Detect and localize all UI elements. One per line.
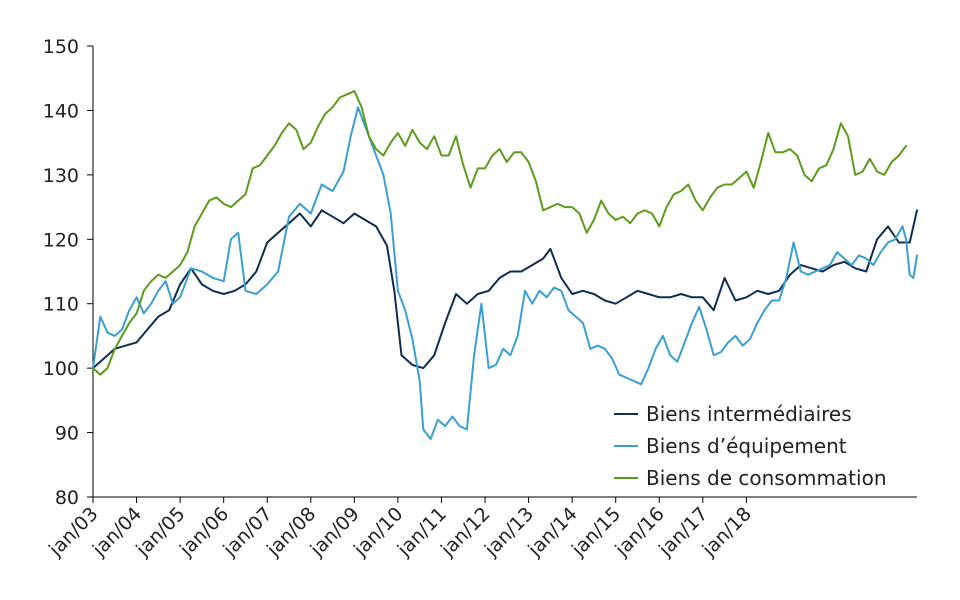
y-tick-label: 90 [55,423,79,445]
x-tick-label: jan/13 [480,503,538,561]
legend-label-1: Biens d’équipement [646,434,847,458]
y-tick-label: 110 [43,294,79,316]
x-tick-label: jan/12 [436,503,494,561]
x-tick-label: jan/11 [393,503,451,561]
y-tick-label: 130 [43,165,79,187]
x-tick-label: jan/14 [523,503,581,561]
chart-axes [92,46,917,498]
y-tick-label: 100 [43,358,79,380]
y-axis-ticks: 80 90 100 110 120 130 140 150 [43,36,93,509]
series-line-2 [92,90,908,376]
x-tick-label: jan/16 [610,503,668,561]
x-tick-label: jan/10 [349,503,407,561]
series-line-1 [92,106,918,440]
x-tick-label: jan/07 [218,503,276,561]
legend-label-2: Biens de consommation [646,466,887,490]
series-line-0 [92,209,918,370]
x-axis-ticks: jan/03jan/04jan/05jan/06jan/07jan/08jan/… [44,497,756,561]
x-tick-label: jan/03 [44,503,102,561]
x-tick-label: jan/08 [262,503,320,561]
x-tick-label: jan/17 [654,503,712,561]
chart-legend: Biens intermédiaires Biens d’équipement Bi… [614,402,887,490]
y-tick-label: 80 [55,487,79,509]
y-tick-label: 120 [43,229,79,251]
x-tick-label: jan/06 [175,503,233,561]
x-tick-label: jan/04 [88,503,146,561]
y-tick-label: 150 [43,36,79,58]
x-tick-label: jan/09 [306,503,364,561]
x-tick-label: jan/15 [567,503,625,561]
chart-series [92,90,918,440]
legend-label-0: Biens intermédiaires [646,402,852,426]
y-tick-label: 140 [43,100,79,122]
x-tick-label: jan/05 [131,503,189,561]
x-tick-label: jan/18 [698,503,756,561]
